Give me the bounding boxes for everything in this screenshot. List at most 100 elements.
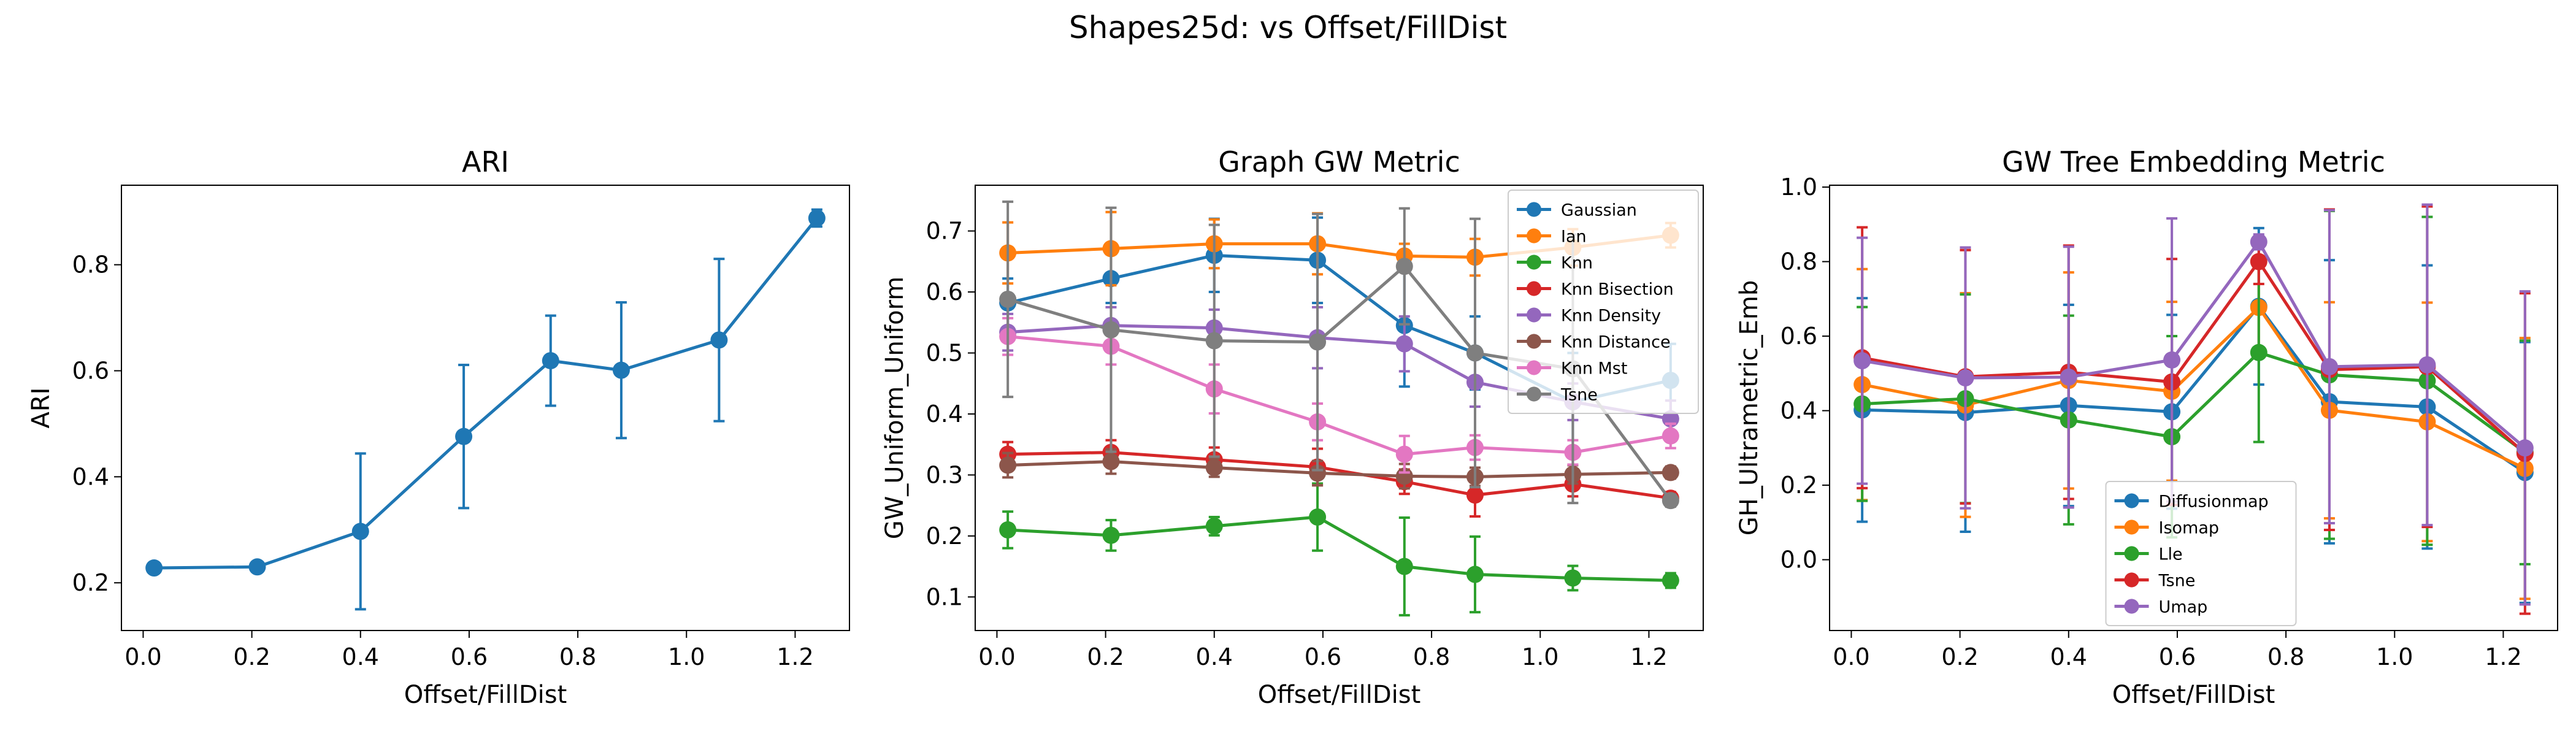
- legend-label: Tsne: [1560, 386, 1598, 405]
- data-point: [1662, 492, 1679, 510]
- data-point: [808, 209, 826, 227]
- data-point: [2060, 368, 2077, 386]
- panel-title: GW Tree Embedding Metric: [2002, 145, 2385, 178]
- legend-label: Knn Mst: [1561, 359, 1627, 378]
- y-tick-label: 0.2: [926, 523, 963, 550]
- legend-marker: [1527, 255, 1541, 270]
- panels: ARI 0.0 0.2 0.4 0.6 0.8 1.0 1.2 0.2 0.4 0.6 0.8 Offs…: [27, 145, 2558, 709]
- y-tick-label: 0.4: [72, 463, 109, 490]
- data-point: [248, 558, 266, 576]
- y-axis-label: GH_Ultrametric_Emb: [1735, 280, 1763, 536]
- data-point: [145, 559, 163, 577]
- panel-title: Graph GW Metric: [1218, 145, 1460, 178]
- series-line: [1007, 515, 1671, 582]
- panel-2: Graph GW Metric 0.0 0.2 0.4 0.6 0.8 1.0 1.2 0.1 0…: [881, 145, 1704, 709]
- y-tick-label: 0.0: [1781, 546, 1817, 573]
- data-point: [1309, 333, 1327, 351]
- data-point: [1102, 453, 1120, 470]
- x-tick-label: 0.2: [233, 643, 270, 670]
- legend-label: Lle: [2159, 545, 2183, 564]
- y-tick-label: 0.4: [1781, 397, 1817, 424]
- data-point: [2516, 439, 2534, 457]
- legend-marker: [2124, 519, 2139, 535]
- data-point: [1564, 569, 1582, 587]
- data-point: [1309, 464, 1327, 482]
- x-tick-label: 0.8: [2267, 643, 2304, 670]
- x-tick-label: 0.8: [1413, 643, 1450, 670]
- data-point: [1853, 352, 1871, 370]
- legend-marker: [2124, 572, 2139, 588]
- data-point: [1957, 369, 1974, 387]
- legend-marker: [1527, 228, 1541, 243]
- series-umap: [1853, 203, 2534, 606]
- legend-label: Ian: [1561, 228, 1587, 247]
- data-point: [1662, 572, 1679, 589]
- series-line: [1861, 240, 2526, 450]
- series-line: [1862, 304, 2526, 474]
- series-line: [1861, 351, 2526, 454]
- series-line: [154, 217, 818, 570]
- x-tick-label: 0.0: [125, 643, 161, 670]
- data-point: [999, 456, 1017, 474]
- data-point: [1466, 565, 1484, 583]
- legend-marker: [1527, 360, 1541, 375]
- data-point: [2250, 343, 2267, 361]
- y-axis-label: GW_Uniform_Uniform: [881, 277, 909, 540]
- legend: Gaussian Ian Knn Knn Bisection Knn Density Kn…: [1508, 190, 1699, 414]
- x-tick-label: 0.4: [2050, 643, 2087, 670]
- x-tick-label: 0.0: [1833, 643, 1869, 670]
- legend-marker: [1527, 281, 1541, 296]
- data-point: [1466, 344, 1484, 362]
- legend-label: Knn: [1561, 254, 1593, 273]
- x-axis-label: Offset/FillDist: [2112, 681, 2275, 709]
- x-tick-label: 1.2: [776, 643, 813, 670]
- data-point: [1205, 332, 1223, 350]
- panel-3: GW Tree Embedding Metric 0.0 0.2 0.4 0.6 0.8 1…: [1735, 145, 2558, 709]
- x-tick-label: 0.4: [342, 643, 379, 670]
- y-tick-label: 0.6: [72, 358, 109, 385]
- legend-label: Tsne: [2158, 572, 2196, 591]
- data-point: [1205, 517, 1223, 535]
- x-tick-label: 0.4: [1196, 643, 1233, 670]
- y-tick-label: 0.8: [1781, 248, 1817, 275]
- legend-label: Diffusionmap: [2159, 493, 2269, 512]
- data-point: [1309, 508, 1327, 526]
- axes-frame: [975, 185, 1704, 631]
- x-axis-label: Offset/FillDist: [404, 681, 567, 709]
- data-point: [1395, 445, 1413, 463]
- x-tick-label: 0.6: [451, 643, 488, 670]
- y-tick-label: 0.7: [926, 218, 963, 245]
- data-point: [999, 521, 1017, 539]
- legend-label: Umap: [2159, 598, 2208, 617]
- legend-label: Knn Distance: [1561, 333, 1671, 352]
- y-tick-label: 0.3: [926, 461, 963, 488]
- y-tick-label: 0.8: [72, 251, 109, 278]
- x-tick-label: 0.6: [2159, 643, 2196, 670]
- series-knn: [999, 482, 1679, 617]
- x-tick-label: 1.0: [2376, 643, 2413, 670]
- legend: Diffusionmap Isomap Lle Tsne Umap: [2105, 481, 2297, 626]
- panel-title: ARI: [462, 145, 509, 178]
- x-tick-label: 0.6: [1305, 643, 1341, 670]
- legend-label: Knn Density: [1561, 307, 1661, 326]
- legend-marker: [1527, 386, 1541, 402]
- data-point: [1662, 427, 1679, 445]
- data-point: [1662, 464, 1679, 481]
- x-tick-label: 1.0: [1522, 643, 1558, 670]
- legend-marker: [2124, 546, 2139, 561]
- y-tick-label: 0.6: [1781, 323, 1817, 350]
- x-axis-label: Offset/FillDist: [1258, 681, 1421, 709]
- data-point: [1102, 526, 1120, 544]
- data-point: [1102, 321, 1120, 339]
- data-point: [1395, 335, 1413, 353]
- legend-box: [2105, 481, 2297, 626]
- data-point: [612, 361, 630, 379]
- axes-frame: [121, 185, 850, 631]
- x-tick-label: 0.8: [559, 643, 596, 670]
- series-1: [145, 208, 826, 611]
- series-knn-distance: [999, 448, 1679, 490]
- legend-marker: [1527, 307, 1541, 323]
- data-point: [2163, 351, 2181, 369]
- data-point: [1395, 558, 1413, 575]
